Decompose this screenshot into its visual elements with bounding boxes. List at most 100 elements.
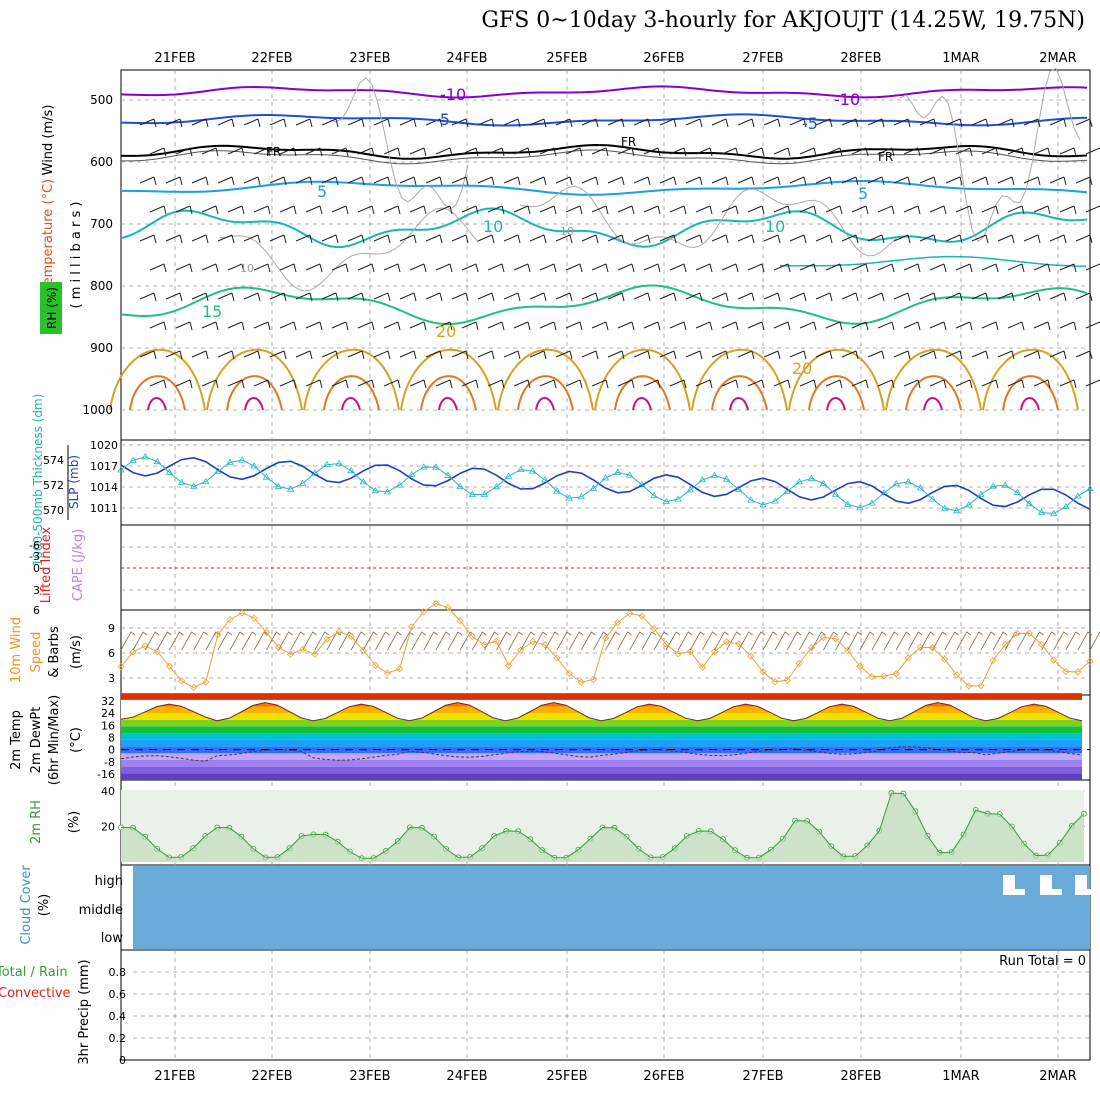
- wind-barb: [893, 234, 911, 244]
- wind-barb: [799, 147, 817, 157]
- wind-barb: [217, 350, 235, 360]
- wind-barb: [191, 176, 209, 186]
- wind-barb: [825, 379, 843, 389]
- ylabel-barbs: & Barbs: [47, 626, 62, 678]
- wind-barb: [217, 118, 235, 128]
- wind-barb: [201, 379, 219, 389]
- wind-barb-10m: [956, 631, 972, 651]
- wind-barb: [295, 292, 313, 302]
- wind-barb: [227, 147, 245, 157]
- wind-barb: [607, 234, 625, 244]
- wind-barb: [1007, 379, 1025, 389]
- wind-barb-10m: [411, 631, 426, 651]
- wind-barb: [633, 176, 651, 186]
- wind-barb-10m: [375, 631, 390, 651]
- contour-plus30: [244, 397, 264, 411]
- thickness-marker: [674, 495, 682, 502]
- wind-speed-marker: [1074, 668, 1082, 676]
- wind-barb: [617, 379, 635, 389]
- wind-barb: [643, 205, 661, 215]
- wind-barb: [763, 292, 781, 302]
- wind-barb: [1007, 263, 1025, 273]
- label-fr-c: FR: [878, 150, 893, 164]
- wind-barb: [529, 350, 547, 360]
- cape-tick: 6: [33, 604, 40, 617]
- wind-barb: [227, 321, 245, 331]
- thickness-marker: [904, 478, 913, 485]
- wind-barb: [555, 234, 573, 244]
- wind-barb: [383, 379, 401, 389]
- wind-barb: [347, 234, 365, 244]
- wind-barb: [1007, 147, 1025, 157]
- thickness-tick: 574: [43, 454, 64, 467]
- wind-barb: [945, 118, 963, 128]
- wind-barb-10m: [968, 631, 984, 651]
- wind-barb: [929, 147, 947, 157]
- wind-barb-10m: [471, 631, 487, 651]
- wind-barb: [903, 205, 921, 215]
- wind-barb: [243, 234, 261, 244]
- wind-barb-10m: [907, 631, 923, 651]
- ylabel-min-max: (6hr Min/Max): [47, 695, 62, 785]
- wind-barb: [815, 234, 833, 244]
- wind-barb: [929, 379, 947, 389]
- wind-speed-marker: [456, 617, 464, 625]
- wind-barb: [217, 234, 235, 244]
- wind-barb: [971, 234, 989, 244]
- wind-speed-marker: [977, 682, 985, 690]
- date-label-bottom: 26FEB: [643, 1069, 684, 1084]
- wind-barb: [565, 205, 583, 215]
- wind-barb: [997, 176, 1015, 186]
- contour-plus10-lower: [780, 255, 1087, 268]
- panel-content: [109, 67, 1100, 949]
- wind-barb: [321, 234, 339, 244]
- wind-barb: [591, 263, 609, 273]
- wind-barb: [737, 350, 755, 360]
- wind-barb: [955, 321, 973, 331]
- date-label-top: 22FEB: [251, 51, 292, 66]
- thickness-ticks: 574 572 570 1020 1017 1014 1011: [43, 439, 118, 520]
- wind-barb: [1007, 205, 1025, 215]
- wind-barb: [669, 205, 687, 215]
- wind-barb: [503, 292, 521, 302]
- wind-barb: [295, 234, 313, 244]
- wind-barb: [903, 321, 921, 331]
- wind-barb: [373, 292, 391, 302]
- wind-speed-marker: [662, 640, 670, 648]
- cloud-level-label: high: [95, 874, 123, 889]
- ylabel-lifted-index: Lifted Index: [39, 526, 54, 603]
- precip-tick: 0.8: [109, 966, 127, 979]
- wind-barb: [1023, 350, 1041, 360]
- wind-barb: [269, 234, 287, 244]
- thickness-marker: [1001, 481, 1009, 488]
- wind-barb: [815, 118, 833, 128]
- wind-barb: [279, 321, 297, 331]
- temp-tick: -8: [104, 756, 115, 769]
- wind-barb: [711, 176, 729, 186]
- wind-barb-10m: [1053, 631, 1068, 651]
- wind-barb-10m: [811, 631, 826, 651]
- wind-speed-marker: [892, 670, 900, 678]
- wind-barb: [581, 176, 599, 186]
- thickness-marker: [492, 483, 501, 490]
- thickness-marker: [516, 465, 525, 472]
- thickness-marker: [831, 490, 840, 497]
- ylabel-cloud-cover: Cloud Cover: [19, 865, 34, 945]
- wind-speed-marker: [686, 647, 694, 656]
- wind-barb-10m: [181, 631, 196, 651]
- wind-barb: [175, 147, 193, 157]
- wind-barb: [981, 263, 999, 273]
- wind-barb: [305, 263, 323, 273]
- temp-band: [121, 773, 1082, 780]
- wind-barb: [737, 292, 755, 302]
- date-label-bottom: 28FEB: [840, 1069, 881, 1084]
- wind-barb: [477, 350, 495, 360]
- wind-barb-10m: [1077, 631, 1093, 651]
- slp-tick: 1014: [90, 481, 118, 494]
- wind-barb: [461, 321, 479, 331]
- label-gray10-a: 10: [240, 262, 254, 275]
- wind-barb: [659, 292, 677, 302]
- temp-band: [121, 719, 1082, 727]
- label-plus15: 15: [202, 302, 222, 321]
- ylabel-10m-wind: 10m Wind: [9, 617, 24, 683]
